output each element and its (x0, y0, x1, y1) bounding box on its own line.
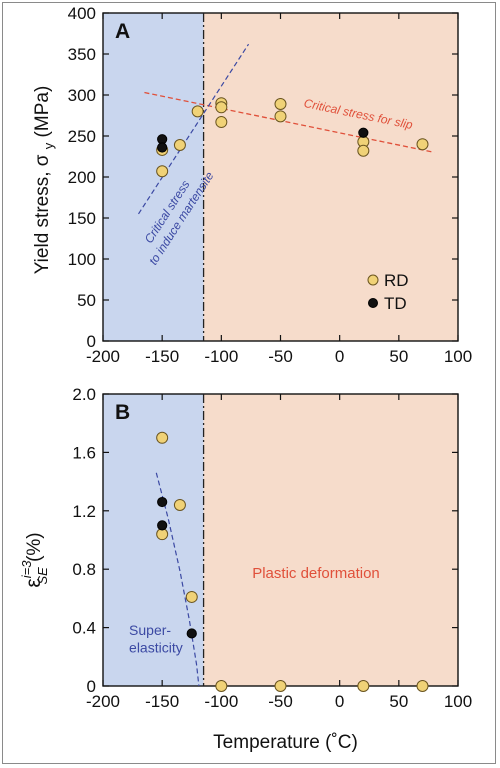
panel-b-td-point (157, 496, 168, 508)
panel-a-rd-point (156, 165, 169, 178)
panel-b-x-tick-label: -100 (204, 692, 238, 711)
panel-b-x-tick-label: 100 (444, 692, 472, 711)
panel-a-td-point (358, 127, 369, 138)
panel-a-left-region (103, 13, 204, 341)
panel-a-x-tick-label: 0 (335, 347, 344, 366)
panel-a-y-tick-label: 100 (68, 250, 96, 269)
panel-a-rd-point (416, 138, 429, 151)
panel-b-left-region (103, 394, 204, 686)
panel-b-letter: B (115, 401, 130, 424)
panel-a-x-tick-label: -150 (145, 347, 179, 366)
panel-a-y-tick-label: 400 (68, 4, 96, 23)
panel-a-y-tick-label: 0 (87, 332, 96, 351)
legend-rd-label: RD (384, 271, 409, 290)
panel-b-y-axis-label-unit: (%) (24, 532, 45, 567)
panel-b-x-tick-label: 0 (335, 692, 344, 711)
panel-a-y-tick-label: 150 (68, 209, 96, 228)
x-axis-label: Temperature (˚C) (213, 732, 358, 753)
panel-a-rd-point (173, 139, 186, 152)
panel-a-rd-point (215, 116, 228, 129)
panel-b-y-axis-label: εi=3SE (%) (19, 532, 50, 587)
panel-a-y-axis-label-main: Yield stress, σ (32, 149, 53, 274)
panel-b-y-tick-label: 1.2 (72, 502, 96, 521)
panel-a-x-tick-label: -50 (268, 347, 293, 366)
panel-b-right-region (203, 394, 458, 686)
panel-b-rd-point (173, 498, 186, 511)
panel-b-td-point (186, 628, 197, 639)
panel-b-y-axis-label-symbol: ε (22, 578, 45, 587)
plastic-deformation-label: Plastic deformation (252, 565, 380, 582)
panel-b-rd-point (416, 680, 429, 692)
panel-b-rd-point (156, 431, 169, 444)
superelasticity-label-line2: elasticity (129, 639, 183, 655)
panel-b-y-axis-label-superscript: i=3 (19, 560, 34, 578)
panel-a-td-point (157, 142, 168, 153)
panel-a-y-axis-label: Yield stress, σ y (MPa) (32, 86, 56, 275)
panel-a-y-tick-label: 200 (68, 168, 96, 187)
legend-td-marker (368, 298, 378, 308)
legend-td-label: TD (384, 294, 407, 313)
panel-b-td-point (157, 520, 168, 531)
panel-a-x-tick-label: -100 (204, 347, 238, 366)
panel-b-rd-point (274, 680, 287, 692)
panel-b-y-axis-label-subscript: SE (35, 567, 50, 585)
panel-a-x-tick-label: 50 (389, 347, 408, 366)
panel-a-letter: A (115, 20, 130, 43)
panel-a-x-tick-label: 100 (444, 347, 472, 366)
martensite-critical-stress-line (137, 43, 250, 215)
panel-b-y-tick-label: 0 (87, 677, 96, 696)
panel-b-y-tick-label: 0.4 (72, 619, 96, 638)
panel-a-y-axis-label-subscript: y (41, 142, 56, 149)
panel-a-y-tick-label: 300 (68, 86, 96, 105)
panel-b-rd-point (357, 680, 370, 692)
panel-b-y-tick-label: 0.8 (72, 560, 96, 579)
panel-b-x-tick-label: -150 (145, 692, 179, 711)
panel-a-rd-point (357, 144, 370, 157)
panel-b-y-tick-label: 2.0 (72, 385, 96, 404)
panel-b-x-tick-label: -50 (268, 692, 293, 711)
panel-a-rd-point (274, 110, 287, 123)
panel-a-y-tick-label: 50 (77, 291, 96, 310)
panel-b-x-tick-label: 50 (389, 692, 408, 711)
panel-a-y-tick-label: 250 (68, 127, 96, 146)
panel-a-y-tick-label: 350 (68, 45, 96, 64)
panel-b-rd-point (215, 680, 228, 692)
panel-b-rd-point (185, 590, 198, 603)
panel-a-rd-point (215, 101, 228, 114)
panel-a-y-axis-label-unit: (MPa) (32, 86, 53, 143)
legend-rd-marker (367, 274, 379, 286)
panel-a-rd-point (274, 98, 287, 111)
panel-b-y-tick-label: 1.6 (72, 443, 96, 462)
panel-a-rd-point (191, 105, 204, 118)
superelasticity-label-line1: Super- (129, 622, 171, 638)
panel-b-x-tick-label: -200 (86, 692, 120, 711)
panel-a-x-tick-label: -200 (86, 347, 120, 366)
panel-a-right-region (203, 13, 458, 341)
slip-critical-stress-line (144, 91, 435, 154)
